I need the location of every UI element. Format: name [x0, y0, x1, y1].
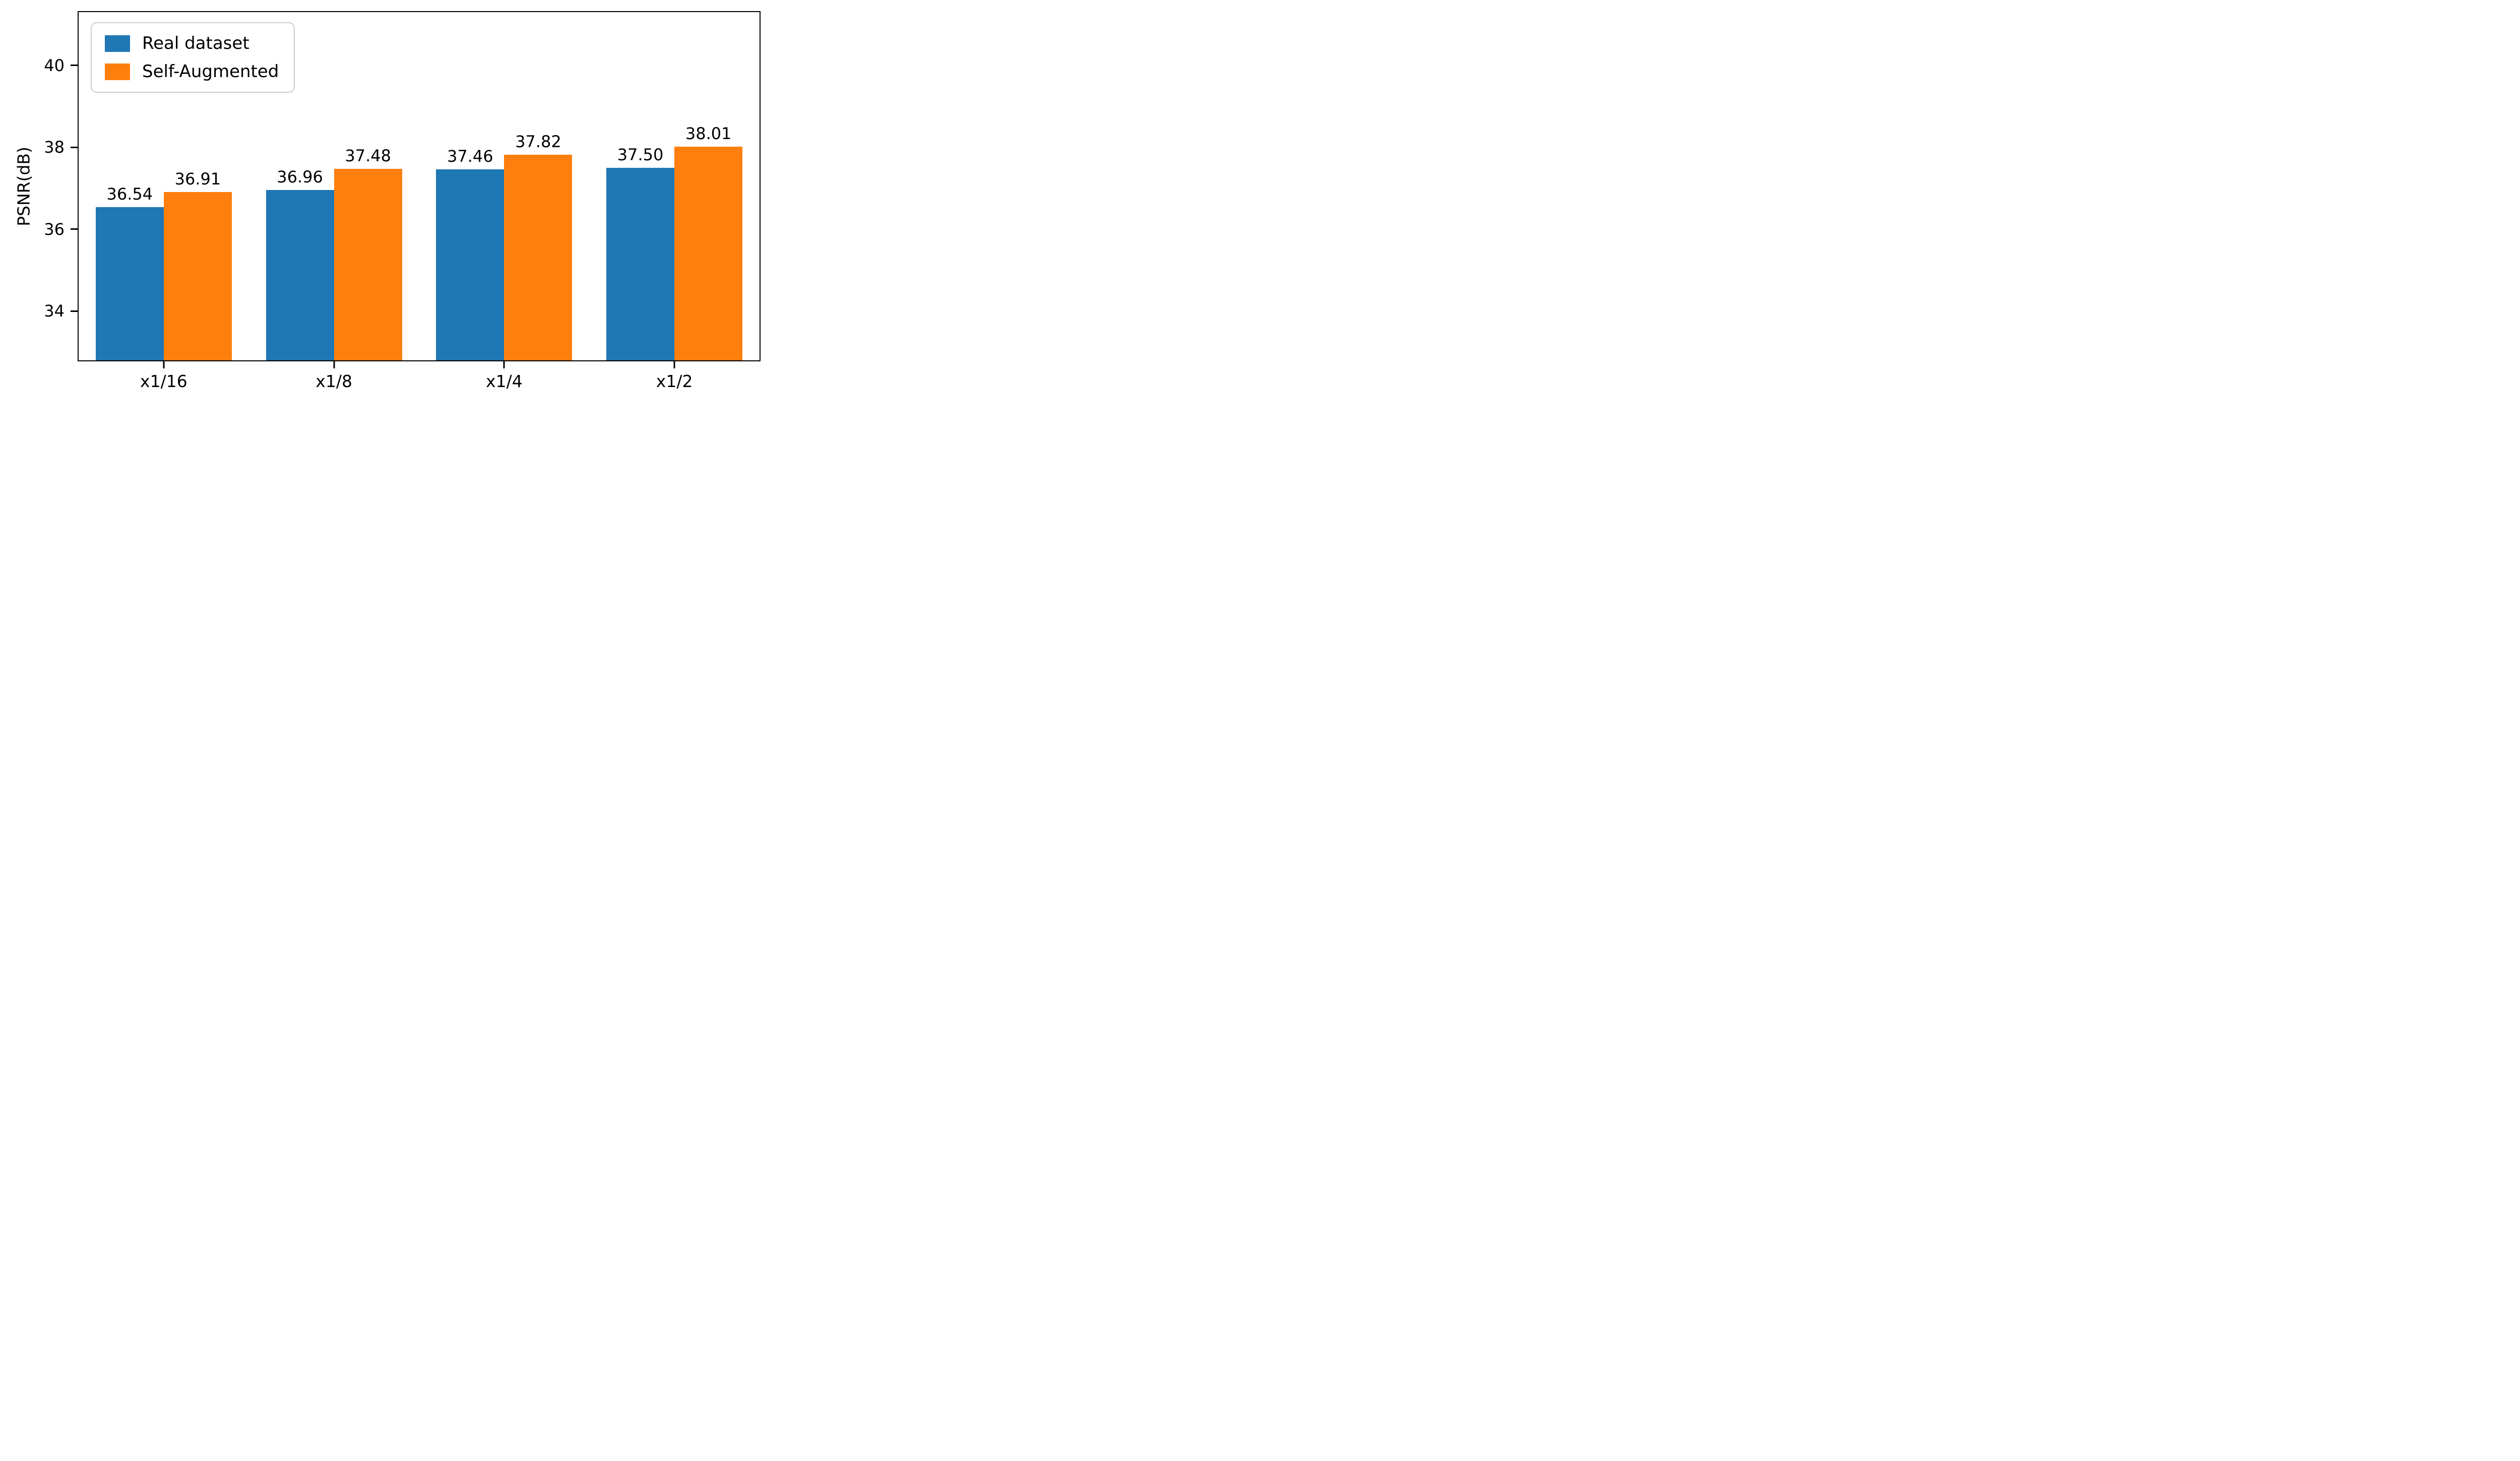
bar-self-augmented: 38.01 — [674, 125, 743, 360]
bar-real-dataset: 36.54 — [95, 185, 164, 360]
legend-item-self-augmented: Self-Augmented — [105, 62, 279, 81]
y-tick-mark — [71, 146, 78, 148]
y-tick-label: 38 — [44, 138, 65, 157]
legend-swatch-real-dataset — [105, 35, 130, 52]
y-tick-mark — [71, 310, 78, 312]
bar-group: 36.96 37.48 — [249, 12, 419, 360]
x-tick-mark — [503, 361, 505, 368]
legend-swatch-self-augmented — [105, 63, 130, 80]
bar-group: 37.46 37.82 — [419, 12, 590, 360]
plot-area: Real dataset Self-Augmented 34 36 38 40 36.5… — [44, 11, 761, 391]
legend-label-self-augmented: Self-Augmented — [142, 61, 279, 82]
bar-value-label: 37.82 — [515, 132, 561, 151]
bar-self-augmented: 36.91 — [163, 170, 232, 360]
bar-group: 36.54 36.91 — [79, 12, 249, 360]
bar-self-augmented: 37.82 — [504, 133, 573, 360]
y-tick-mark — [71, 228, 78, 230]
bar-value-label: 36.96 — [277, 167, 323, 186]
y-tick-label: 40 — [44, 55, 65, 75]
bar-value-label: 37.48 — [345, 146, 391, 165]
bar-real-dataset: 37.46 — [436, 148, 505, 360]
bar-real-dataset: 36.96 — [266, 168, 334, 360]
bar-self-augmented: 37.48 — [334, 147, 402, 360]
figure: PSNR(dB) Real dataset Self-Augmented 34 3… — [0, 0, 769, 409]
legend: Real dataset Self-Augmented — [91, 22, 295, 93]
y-tick-label: 34 — [44, 301, 65, 321]
x-tick-label: x1/8 — [316, 371, 352, 391]
bar-value-label: 37.46 — [447, 147, 493, 166]
x-tick-mark — [333, 361, 335, 368]
y-axis-label: PSNR(dB) — [14, 147, 34, 226]
bar-value-label: 36.54 — [106, 184, 153, 204]
legend-label-real-dataset: Real dataset — [142, 33, 249, 53]
x-tick-mark — [673, 361, 675, 368]
bar-value-label: 38.01 — [685, 124, 732, 144]
y-tick-mark — [71, 65, 78, 67]
bar-group: 37.50 38.01 — [589, 12, 760, 360]
x-tick-label: x1/4 — [486, 371, 523, 391]
bar-real-dataset: 37.50 — [606, 146, 675, 360]
bar-value-label: 36.91 — [174, 169, 221, 188]
bar-value-label: 37.50 — [617, 145, 664, 164]
x-tick-label: x1/2 — [656, 371, 693, 391]
x-tick-label: x1/16 — [140, 371, 187, 391]
x-tick-mark — [163, 361, 165, 368]
y-tick-label: 36 — [44, 219, 65, 239]
legend-item-real-dataset: Real dataset — [105, 34, 279, 52]
